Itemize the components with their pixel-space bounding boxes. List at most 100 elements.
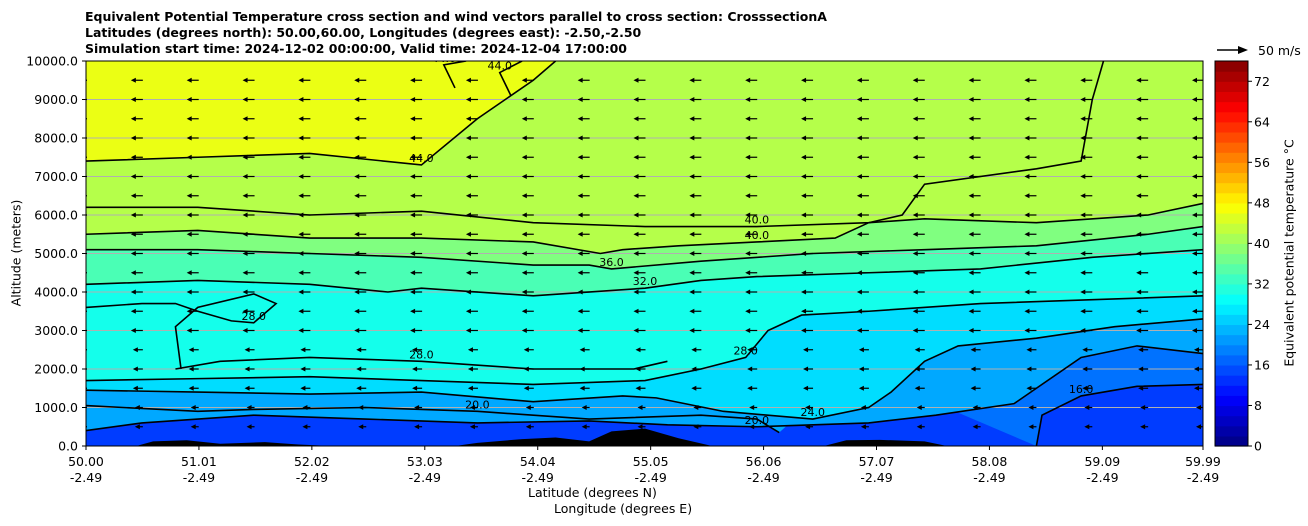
colorbar-bin (1215, 283, 1248, 295)
wind-arrowhead (579, 366, 585, 372)
wind-arrowhead (803, 347, 809, 353)
wind-arrowhead (410, 328, 416, 333)
wind-arrowhead (298, 154, 304, 160)
wind-arrowhead (75, 193, 80, 198)
wind-arrowhead (1136, 251, 1142, 256)
wind-arrowhead (469, 405, 475, 410)
wind-arrowhead (635, 385, 641, 391)
wind-arrowhead (130, 174, 136, 179)
wind-arrowhead (856, 77, 862, 83)
wind-arrowhead (521, 231, 527, 237)
wind-arrowhead (525, 405, 531, 410)
wind-arrowhead (691, 347, 697, 353)
wind-arrowhead (356, 347, 362, 353)
wind-arrowhead (242, 193, 248, 199)
wind-arrowhead (298, 193, 304, 199)
wind-arrowhead (689, 308, 695, 314)
wind-arrowhead (130, 212, 136, 218)
wind-arrowhead (465, 308, 471, 314)
wind-arrowhead (298, 116, 304, 122)
wind-arrowhead (1080, 308, 1086, 314)
wind-arrowhead (521, 251, 527, 256)
wind-arrowhead (577, 77, 583, 83)
wind-arrowhead (633, 135, 639, 141)
wind-reference-head (1238, 46, 1248, 54)
wind-arrowhead (801, 289, 807, 295)
wind-arrowhead (689, 251, 695, 256)
wind-arrowhead (1024, 231, 1030, 237)
wind-arrowhead (521, 77, 527, 83)
colorbar-bin (1215, 324, 1248, 336)
wind-arrowhead (1136, 135, 1142, 141)
x-tick-label-lat: 51.01 (181, 454, 217, 469)
wind-arrowhead (1192, 116, 1197, 122)
wind-arrowhead (130, 97, 136, 102)
wind-arrowhead (801, 97, 807, 102)
wind-arrowhead (354, 174, 360, 179)
wind-arrowhead (912, 328, 918, 333)
wind-arrowhead (1194, 385, 1199, 391)
wind-arrowhead (354, 135, 360, 141)
wind-arrowhead (242, 308, 248, 314)
wind-arrowhead (244, 385, 250, 391)
wind-arrowhead (242, 174, 248, 179)
wind-arrowhead (801, 270, 807, 276)
contour-line-20 (86, 404, 780, 434)
chart-title: Equivalent Potential Temperature cross s… (85, 9, 827, 57)
wind-arrowhead (1136, 231, 1142, 237)
wind-arrowhead (856, 270, 862, 276)
wind-arrowhead (1080, 289, 1086, 295)
wind-arrowhead (637, 424, 643, 430)
wind-arrowhead (525, 424, 531, 430)
wind-reference-arrow (1217, 46, 1248, 54)
wind-arrowhead (1192, 251, 1197, 256)
wind-arrowhead (521, 308, 527, 314)
wind-arrowhead (354, 231, 360, 237)
wind-arrowhead (914, 347, 920, 353)
wind-arrowhead (801, 116, 807, 122)
wind-arrowhead (242, 251, 248, 256)
x-tick-label-lon: -2.49 (747, 470, 779, 485)
wind-arrowhead (633, 77, 639, 83)
colorbar-bin (1215, 61, 1248, 72)
wind-arrowhead (1084, 405, 1090, 410)
wind-arrowhead (298, 231, 304, 237)
colorbar-bin (1215, 304, 1248, 315)
x-tick-label-lat: 55.05 (633, 454, 669, 469)
wind-arrowhead (521, 328, 527, 333)
wind-arrowhead (1136, 154, 1142, 160)
wind-arrowhead (968, 154, 974, 160)
wind-arrowhead (246, 405, 252, 410)
wind-arrowhead (242, 135, 248, 141)
wind-arrowhead (912, 289, 918, 295)
wind-arrowhead (633, 97, 639, 102)
wind-arrowhead (577, 193, 583, 199)
x-tick-label-lon: -2.49 (860, 470, 892, 485)
wind-arrowhead (968, 135, 974, 141)
x-axis-label: Latitude (degrees N) (528, 485, 657, 500)
y-tick-label: 3000.0 (34, 323, 78, 338)
wind-arrowhead (689, 193, 695, 199)
wind-arrowhead (916, 424, 922, 430)
wind-arrowhead (134, 405, 140, 410)
wind-arrowhead (300, 366, 306, 372)
contour-label: 20.0 (465, 398, 490, 411)
wind-arrowhead (1136, 193, 1142, 199)
colorbar-bin (1215, 395, 1248, 407)
colorbar-tick-label: 48 (1254, 195, 1270, 210)
wind-arrowhead (465, 77, 471, 83)
wind-arrowhead (633, 212, 639, 218)
colorbar-label: Equivalent potential temperature °C (1281, 139, 1297, 367)
x-tick-label-lon: -2.49 (1086, 470, 1118, 485)
wind-arrowhead (577, 328, 583, 333)
colorbar-bin (1215, 101, 1248, 113)
wind-arrowhead (633, 116, 639, 122)
wind-arrowhead (745, 154, 751, 160)
contour-line-40 (86, 61, 1105, 255)
colorbar-bin (1215, 182, 1248, 194)
x-tick-label-lon: -2.49 (1187, 470, 1219, 485)
colorbar-bin (1215, 162, 1248, 174)
wind-arrowhead (358, 405, 364, 410)
wind-arrowhead (912, 270, 918, 276)
wind-arrowhead (856, 212, 862, 218)
